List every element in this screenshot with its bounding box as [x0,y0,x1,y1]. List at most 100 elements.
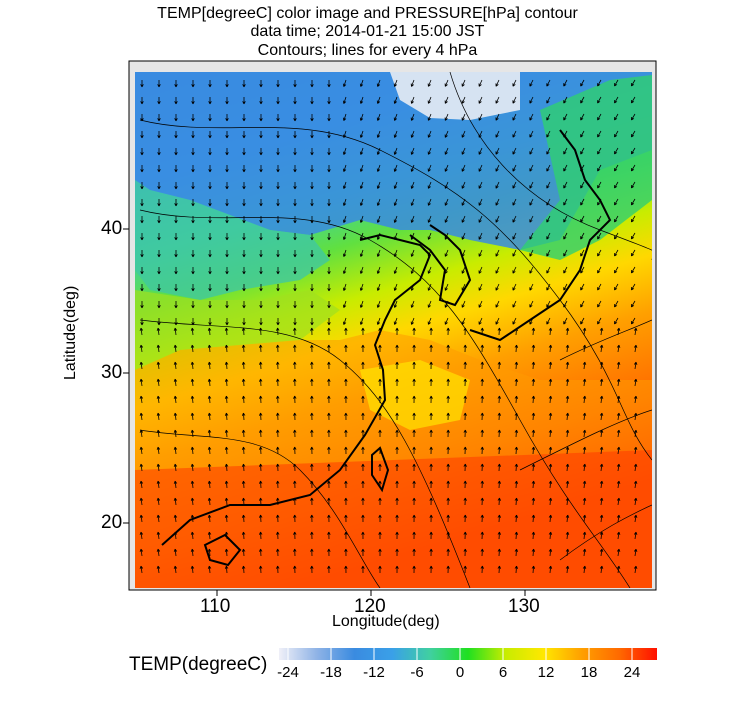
wind-arrow [446,327,450,336]
wind-arrow [480,446,484,455]
wind-arrow [630,164,636,172]
wind-arrow [310,318,314,326]
wind-arrow [446,429,450,438]
wind-arrow [461,164,466,172]
wind-arrow [410,266,415,274]
wind-arrow [480,412,484,421]
wind-arrow [174,182,178,190]
wind-arrow [393,198,398,206]
wind-arrow [378,412,382,421]
wind-arrow [190,531,195,540]
wind-arrow [258,480,263,489]
wind-arrow [156,344,161,353]
wind-arrow [156,361,161,370]
wind-arrow [514,565,519,574]
wind-arrow [258,548,263,557]
x-tick-120: 120 [354,596,386,617]
wind-arrow [616,395,621,404]
wind-arrow [327,514,331,523]
wind-arrow [395,327,399,336]
wind-arrow [174,233,178,241]
wind-arrow [174,318,178,326]
wind-arrow [207,548,212,557]
wind-arrow [582,531,587,540]
wind-arrow [310,301,314,309]
wind-arrow [412,378,416,387]
wind-arrow [242,233,246,241]
wind-arrow [616,514,621,523]
wind-arrow [393,266,398,274]
wind-arrow [190,344,195,353]
wind-arrow [412,514,416,523]
wind-arrow [463,548,467,557]
wind-arrow [361,531,365,540]
wind-arrow [546,215,551,223]
wind-arrow [616,531,621,540]
wind-arrow [378,361,382,370]
wind-arrow [258,531,263,540]
wind-arrow [548,327,553,336]
wind-arrow [395,344,399,353]
wind-arrow [599,480,604,489]
wind-arrow [208,199,212,207]
wind-arrow [630,215,636,223]
wind-arrow [444,283,449,291]
wind-arrow [597,147,602,155]
wind-arrow [546,266,551,274]
wind-arrow [327,412,331,421]
wind-arrow [480,327,484,336]
wind-arrow [512,181,517,189]
wind-arrow [361,378,365,387]
wind-arrow [173,514,178,523]
wind-arrow [565,514,570,523]
wind-arrow [276,131,280,139]
y-axis-label: Latitude(deg) [62,285,79,380]
wind-arrow [156,480,161,489]
wind-arrow [342,249,347,257]
wind-arrow [497,565,502,574]
wind-arrow [376,283,381,291]
wind-arrow [174,301,178,309]
wind-arrow [461,266,466,274]
wind-arrow [191,318,195,326]
wind-arrow [531,344,536,353]
wind-arrow [224,446,229,455]
wind-arrow [376,164,381,172]
wind-arrow [157,131,161,139]
wind-arrow [258,514,263,523]
wind-arrow [531,446,536,455]
wind-arrow [565,548,570,557]
wind-arrow [529,283,534,291]
wind-arrow [276,327,280,336]
wind-arrow [480,429,484,438]
wind-arrow [446,463,450,472]
wind-arrow [393,283,398,291]
wind-arrow [616,497,621,506]
wind-arrow [310,97,314,105]
wind-arrow [310,80,314,88]
wind-arrow [478,266,483,274]
wind-arrow [191,114,195,122]
wind-arrow [599,531,604,540]
wind-arrow [565,327,570,336]
wind-arrow [242,165,246,173]
wind-arrow [580,181,585,189]
wind-arrow [463,531,467,540]
wind-arrow [378,429,382,438]
wind-arrow [241,480,246,489]
wind-arrow [208,182,212,190]
plot-frame [128,60,657,591]
wind-arrow [359,198,364,206]
wind-arrow [531,378,536,387]
wind-arrow [495,266,500,274]
wind-arrow [342,79,347,87]
wind-arrow [614,249,619,257]
wind-arrow [616,361,621,370]
wind-arrow [378,531,382,540]
wind-arrow [582,361,587,370]
wind-arrow [157,165,161,173]
wind-arrow [174,148,178,156]
wind-arrow [376,130,381,138]
wind-arrow [444,249,449,257]
wind-arrow [410,79,415,87]
